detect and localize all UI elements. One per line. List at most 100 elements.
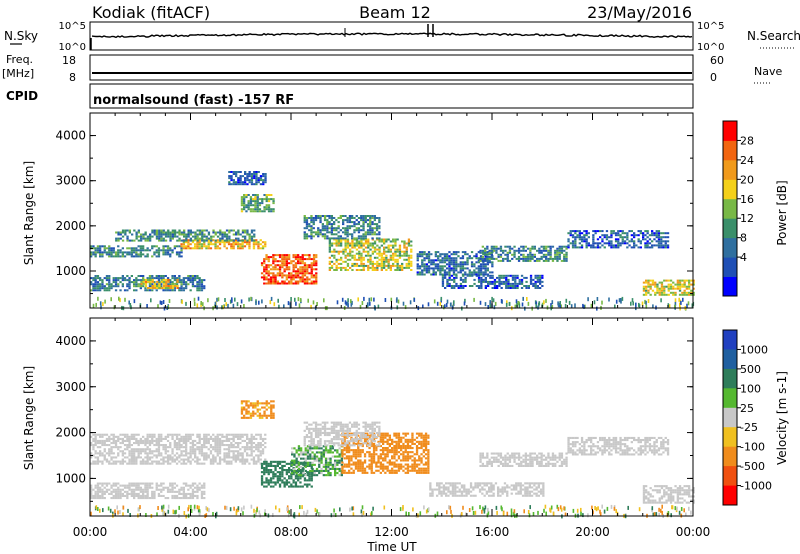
echo-cell (378, 246, 381, 249)
echo-cell (133, 450, 136, 453)
echo-cell (358, 250, 361, 253)
echo-cell (196, 484, 199, 487)
echo-cell (529, 274, 533, 277)
echo-cell (324, 469, 328, 472)
echo-cell (196, 497, 199, 500)
echo-cell (371, 252, 374, 255)
echo-cell (232, 446, 235, 449)
echo-cell (117, 249, 120, 252)
echo-cell (185, 492, 188, 495)
echo-cell (403, 258, 406, 261)
echo-cell (425, 265, 428, 268)
echo-cell (262, 181, 265, 184)
echo-cell (144, 289, 147, 292)
echo-cell (333, 269, 336, 271)
echo-cell (448, 261, 451, 264)
echo-cell (103, 456, 106, 459)
echo-cell (461, 251, 465, 254)
echo-cell (281, 473, 284, 476)
echo-cell (166, 245, 170, 248)
echo-cell (377, 465, 380, 468)
echo-cell (526, 253, 530, 256)
echo-cell (123, 490, 127, 493)
echo-cell (144, 488, 147, 491)
echo-cell (130, 255, 133, 258)
echo-cell (355, 244, 359, 247)
echo-cell (272, 481, 275, 484)
echo-cell (196, 488, 199, 491)
echo-cell (351, 250, 354, 253)
echo-cell (556, 249, 559, 252)
echo-cell (99, 482, 102, 485)
echo-cell (346, 242, 350, 245)
echo-cell (360, 269, 363, 271)
echo-cell (239, 435, 242, 438)
echo-cell (259, 452, 262, 455)
echo-cell (155, 482, 158, 485)
echo-cell (297, 455, 301, 458)
echo-cell (457, 287, 460, 289)
echo-cell (310, 264, 313, 267)
echo-cell (94, 275, 97, 277)
echo-cell (421, 263, 424, 266)
echo-cell (189, 229, 192, 232)
echo-cell (346, 233, 349, 236)
echo-cell (142, 282, 145, 285)
echo-cell (171, 251, 174, 254)
echo-cell (119, 277, 122, 280)
echo-cell (314, 217, 318, 219)
echo-cell (240, 210, 244, 213)
echo-cell (214, 458, 217, 461)
echo-cell (212, 437, 215, 440)
echo-cell (371, 223, 374, 226)
echo-cell (94, 433, 97, 436)
echo-cell (656, 287, 659, 290)
echo-cell (180, 462, 183, 465)
echo-cell (265, 462, 268, 465)
echo-cell (455, 276, 458, 279)
echo-cell (265, 477, 268, 480)
echo-cell (362, 242, 365, 245)
echo-cell (605, 234, 609, 237)
echo-cell (387, 238, 390, 241)
echo-cell (327, 457, 330, 460)
echo-cell (135, 235, 138, 238)
echo-cell (285, 254, 288, 257)
echo-cell (187, 279, 190, 282)
echo-cell (334, 459, 337, 462)
echo-cell (166, 458, 170, 461)
echo-cell (300, 461, 303, 464)
echo-cell (375, 469, 378, 472)
echo-cell (246, 175, 249, 178)
echo-cell (237, 183, 240, 186)
echo-cell (612, 246, 615, 249)
echo-cell (178, 460, 181, 463)
echo-cell (128, 452, 131, 455)
echo-cell (112, 255, 115, 258)
echo-cell (196, 281, 199, 284)
echo-cell (554, 257, 557, 260)
echo-cell (327, 451, 330, 454)
echo-cell (502, 274, 506, 277)
echo-cell (241, 235, 245, 238)
echo-cell (663, 279, 666, 282)
echo-cell (203, 245, 206, 248)
echo-cell (133, 490, 136, 493)
echo-cell (269, 280, 273, 283)
echo-cell (207, 243, 210, 246)
echo-cell (308, 477, 311, 480)
echo-cell (135, 247, 138, 250)
echo-cell (292, 256, 295, 259)
echo-cell (243, 462, 247, 465)
echo-cell (209, 437, 213, 440)
echo-cell (324, 459, 328, 462)
echo-cell (310, 475, 313, 478)
echo-cell (477, 285, 481, 287)
echo-cell (148, 497, 152, 500)
echo-cell (90, 494, 93, 497)
echo-cell (660, 283, 664, 286)
echo-cell (225, 452, 228, 455)
echo-cell (319, 231, 322, 234)
echo-cell (235, 171, 238, 173)
echo-cell (232, 247, 235, 250)
